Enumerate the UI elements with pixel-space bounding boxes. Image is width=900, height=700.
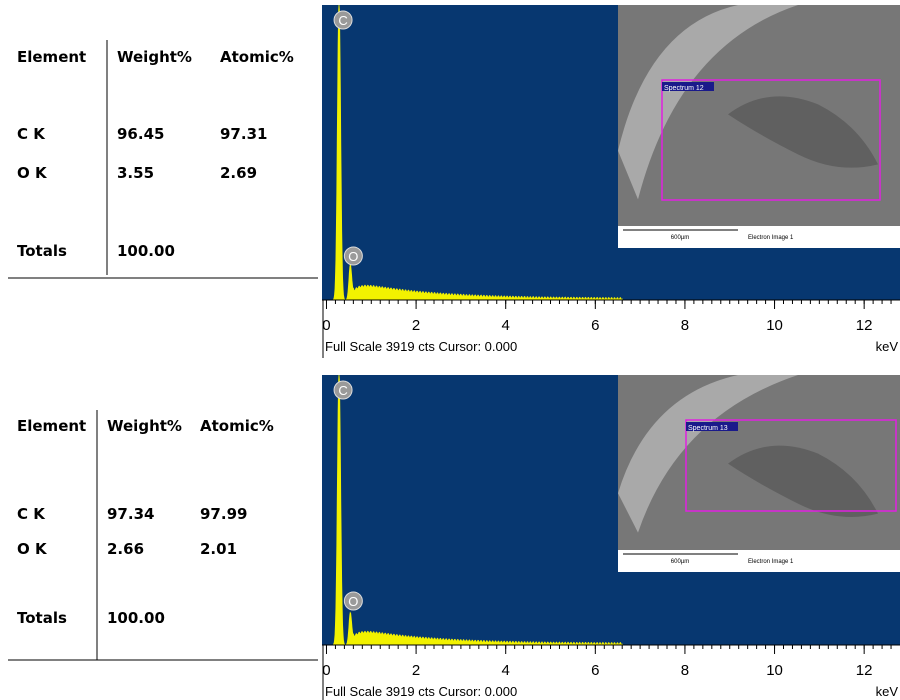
spectrum-unit: keV <box>876 684 899 699</box>
table-total: Totals <box>17 609 67 627</box>
table-cell: 2.66 <box>107 540 144 558</box>
x-tick-label: 0 <box>322 662 330 679</box>
table-header: Atomic% <box>200 417 274 435</box>
spectrum-footer: Full Scale 3919 cts Cursor: 0.000 <box>325 339 517 354</box>
x-tick-label: 8 <box>681 317 689 334</box>
table-cell: 97.34 <box>107 505 154 523</box>
peak-label: O <box>348 594 358 609</box>
x-tick-label: 6 <box>591 317 599 334</box>
x-tick-label: 2 <box>412 317 420 334</box>
table-header: Element <box>17 48 86 66</box>
image-caption: Electron Image 1 <box>748 559 794 565</box>
figure: Element Weight% Atomic% C K 96.45 97.31 O K 3.5… <box>0 0 900 700</box>
table-total: Totals <box>17 242 67 260</box>
spectrum-tag-label: Spectrum 13 <box>688 425 728 432</box>
peak-label: C <box>338 383 347 398</box>
x-tick-label: 4 <box>502 317 510 334</box>
peak-label: O <box>348 249 358 264</box>
table-cell: O K <box>17 164 48 182</box>
table-cell: 97.31 <box>220 125 267 143</box>
x-tick-label: 10 <box>766 662 783 679</box>
image-caption: Electron Image 1 <box>748 235 794 241</box>
table-header: Weight% <box>117 48 192 66</box>
spectrum-unit: keV <box>876 339 899 354</box>
table-total: 100.00 <box>107 609 165 627</box>
x-tick-label: 2 <box>412 662 420 679</box>
table-header: Weight% <box>107 417 182 435</box>
table-cell: 2.69 <box>220 164 257 182</box>
scale-label: 600µm <box>671 559 689 565</box>
x-tick-label: 8 <box>681 662 689 679</box>
peak-label: C <box>338 13 347 28</box>
x-tick-label: 0 <box>322 317 330 334</box>
table-header: Element <box>17 417 86 435</box>
table-cell: 96.45 <box>117 125 164 143</box>
x-tick-label: 12 <box>856 662 873 679</box>
x-tick-label: 10 <box>766 317 783 334</box>
table-total: 100.00 <box>117 242 175 260</box>
table-cell: C K <box>17 125 46 143</box>
scale-label: 600µm <box>671 235 689 241</box>
table-cell: C K <box>17 505 46 523</box>
spectrum-tag-label: Spectrum 12 <box>664 85 704 92</box>
table-cell: 97.99 <box>200 505 247 523</box>
table-cell: O K <box>17 540 48 558</box>
x-tick-label: 12 <box>856 317 873 334</box>
table-cell: 2.01 <box>200 540 237 558</box>
x-tick-label: 4 <box>502 662 510 679</box>
spectrum-footer: Full Scale 3919 cts Cursor: 0.000 <box>325 684 517 699</box>
x-tick-label: 6 <box>591 662 599 679</box>
table-cell: 3.55 <box>117 164 154 182</box>
table-header: Atomic% <box>220 48 294 66</box>
